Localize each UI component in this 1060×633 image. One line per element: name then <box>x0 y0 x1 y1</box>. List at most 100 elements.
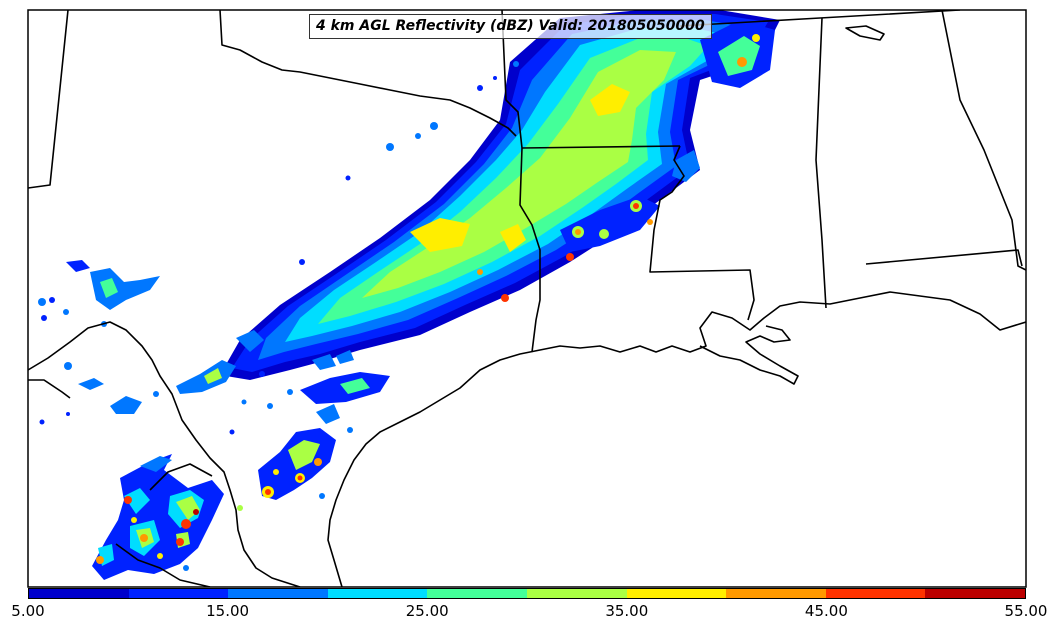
sw-cell-upper <box>140 456 172 472</box>
west-cell-h <box>64 362 72 370</box>
central-cell-l <box>347 427 353 433</box>
cell-n2 <box>415 133 421 139</box>
cell-n6 <box>493 76 497 80</box>
west-cell-k <box>153 391 159 397</box>
south-core-2b <box>297 475 303 481</box>
sw-cluster-25 <box>98 488 204 566</box>
south-cell-6 <box>237 505 243 511</box>
colorbar-tick-label: 45.00 <box>804 602 848 620</box>
west-cell-e <box>63 309 69 315</box>
cell-n5 <box>477 85 483 91</box>
sw-cell-lower <box>183 565 189 571</box>
ok-ks-border <box>219 10 517 137</box>
tx-la-border <box>519 147 541 353</box>
nm-az-border <box>28 10 69 189</box>
colorbar-segment <box>925 589 1025 598</box>
central-cell-i <box>267 403 273 409</box>
colorbar-segment <box>427 589 527 598</box>
map-title: 4 km AGL Reflectivity (dBZ) Valid: 20180… <box>309 14 712 39</box>
east-core-4 <box>566 253 574 261</box>
central-cell-h <box>287 389 293 395</box>
colorbar-segment <box>128 589 229 598</box>
colorbar-segment <box>327 589 428 598</box>
west-cell-i <box>78 378 104 390</box>
west-cell-j <box>110 396 142 414</box>
map-frame <box>27 9 1027 588</box>
colorbar-segment <box>726 589 826 598</box>
south-cell-5 <box>319 493 325 499</box>
colorbar-segment <box>626 589 727 598</box>
south-core-3 <box>314 458 322 466</box>
west-cell-m <box>66 412 70 416</box>
colorbar-tick-label: 5.00 <box>11 602 45 620</box>
west-cell-d <box>49 297 55 303</box>
sw-core-3 <box>193 509 199 515</box>
colorbar-segment <box>228 589 328 598</box>
central-cells-a-inner <box>204 368 222 384</box>
west-cell-l <box>39 419 45 425</box>
mexico-border <box>28 321 301 587</box>
west-cell-b <box>66 260 90 272</box>
colorbar-segment <box>825 589 926 598</box>
delta-coast <box>699 325 799 385</box>
central-cells-d <box>316 404 340 424</box>
mexico-state-c <box>115 543 211 587</box>
central-cell-k <box>229 429 235 435</box>
gulf-coast <box>327 291 1026 587</box>
sw-core-1 <box>124 496 132 504</box>
east-core-3b <box>633 203 639 209</box>
colorbar <box>28 588 1026 599</box>
mexico-state-b <box>149 463 213 491</box>
central-cells-b <box>236 330 264 352</box>
sw-core-8 <box>157 553 163 559</box>
tn-border <box>679 10 961 27</box>
colorbar-tick-label: 15.00 <box>206 602 250 620</box>
cell-n7 <box>513 61 519 67</box>
mexico-state-a <box>28 379 71 399</box>
south-cluster-30 <box>288 440 320 470</box>
sw-core-6 <box>96 556 104 564</box>
west-cell-a-inner <box>100 278 118 298</box>
sw-cluster-15 <box>92 454 224 580</box>
south-core-1b <box>265 489 271 495</box>
central-cells-c-inner <box>340 378 370 394</box>
east-core-2 <box>599 229 609 239</box>
ms-al-border <box>815 17 827 309</box>
sw-core-7 <box>131 517 137 523</box>
fl-border <box>865 249 1023 267</box>
sw-cluster-35 <box>136 496 200 548</box>
east-cells-upper <box>672 150 700 182</box>
sw-core-2 <box>181 519 191 529</box>
al-ga-border <box>941 10 1026 271</box>
colorbar-tick-label: 35.00 <box>605 602 649 620</box>
ok-ar-border <box>501 10 523 149</box>
central-cell-j <box>241 399 247 405</box>
cell-n1 <box>430 122 438 130</box>
cell-n8 <box>299 259 305 265</box>
south-core-4 <box>273 469 279 475</box>
ne-cells-30 <box>718 36 760 76</box>
colorbar-tick-label: 25.00 <box>405 602 449 620</box>
central-cells-e <box>312 354 336 370</box>
band-core-b <box>500 224 526 252</box>
central-cell-g <box>259 371 265 377</box>
band-layer-40 <box>410 218 470 252</box>
ne-cell-core-2 <box>752 34 760 42</box>
ms-river <box>649 145 755 321</box>
sw-core-5 <box>176 538 184 546</box>
ne-cell-core <box>737 57 747 67</box>
west-cell-c <box>38 298 46 306</box>
colorbar-segment <box>526 589 627 598</box>
colorbar-segment <box>29 589 129 598</box>
reflectivity-field <box>38 10 780 580</box>
boundaries <box>28 10 1026 587</box>
band-core-a <box>590 84 630 116</box>
east-core-6 <box>501 294 509 302</box>
east-core-1b <box>575 229 581 235</box>
east-core-7 <box>477 269 483 275</box>
east-core-5 <box>647 219 653 225</box>
small-lake <box>845 25 885 41</box>
central-cells-f <box>336 350 354 364</box>
cell-n3 <box>386 143 394 151</box>
